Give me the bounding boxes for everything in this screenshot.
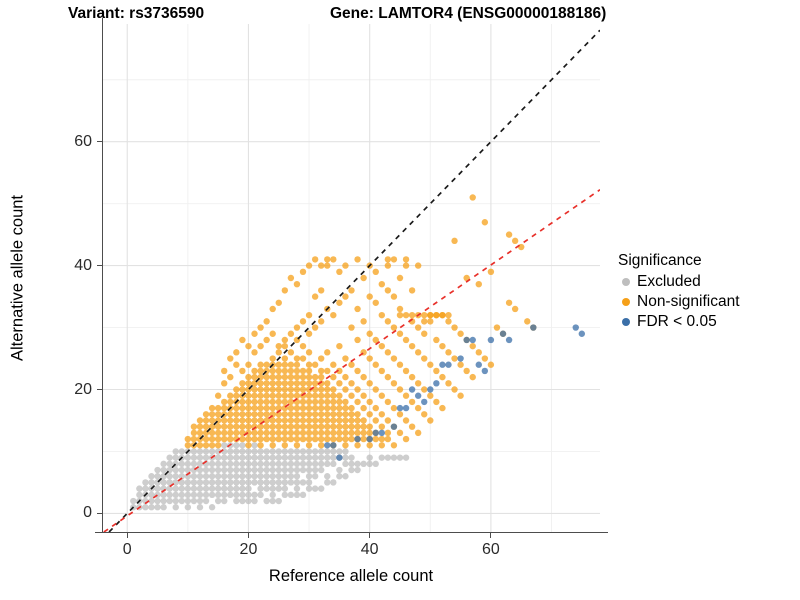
gene-title: Gene: LAMTOR4 (ENSG00000188186) <box>330 5 607 22</box>
legend-item-label: FDR < 0.05 <box>637 313 717 331</box>
x-tick-mark <box>247 533 250 539</box>
x-axis-line <box>95 532 608 534</box>
legend-items: Excluded Non-significant FDR < 0.05 <box>618 272 793 332</box>
x-tick-mark <box>126 533 128 539</box>
legend-item-excluded[interactable]: Excluded <box>618 272 793 292</box>
excluded-dot <box>618 274 634 290</box>
series-excluded <box>130 442 410 511</box>
y-axis-title: Alternative allele count <box>8 194 27 362</box>
legend-item-label: Non-significant <box>637 293 740 311</box>
x-tick-label: 60 <box>481 541 500 558</box>
x-axis-title: Reference allele count <box>268 567 434 585</box>
series-fdr-0-05 <box>324 324 586 461</box>
reference-line-identity <box>108 29 600 532</box>
legend-item-label: Excluded <box>637 273 701 291</box>
reference-line-regression <box>103 189 600 532</box>
x-tick-label: 20 <box>239 541 258 558</box>
y-tick-mark <box>96 388 102 391</box>
fdr-dot <box>618 314 634 330</box>
nonsignificant-dot <box>618 294 634 310</box>
legend-item-nonsignificant[interactable]: Non-significant <box>618 292 793 312</box>
y-tick-label: 60 <box>74 132 92 150</box>
legend-item-fdr[interactable]: FDR < 0.05 <box>618 312 793 332</box>
x-tick-label: 0 <box>122 541 132 558</box>
series-non-significant <box>184 194 537 449</box>
y-tick-label: 40 <box>74 256 92 274</box>
x-tick-mark <box>369 533 371 539</box>
x-tick-label: 40 <box>360 541 379 558</box>
legend: Significance Excluded Non-significant FDR … <box>618 252 793 332</box>
variant-title: Variant: rs3736590 <box>68 5 205 22</box>
y-tick-mark <box>96 512 102 514</box>
scatter-plot-svg <box>103 24 600 532</box>
y-tick-mark <box>96 141 102 143</box>
x-tick-mark <box>490 533 492 539</box>
y-axis-line <box>101 18 103 532</box>
plot-panel <box>103 24 600 532</box>
y-tick-label: 0 <box>83 504 92 522</box>
legend-title: Significance <box>618 252 702 269</box>
y-tick-label: 20 <box>74 380 92 398</box>
y-tick-mark <box>96 265 102 267</box>
